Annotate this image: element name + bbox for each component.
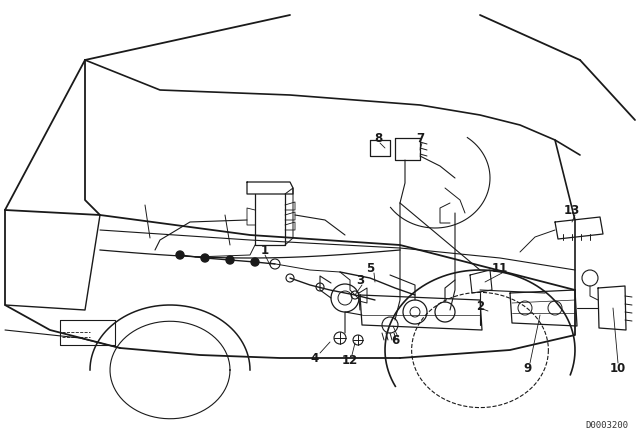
Circle shape	[226, 256, 234, 264]
Text: D0003200: D0003200	[585, 421, 628, 430]
Text: 10: 10	[610, 362, 626, 375]
Circle shape	[201, 254, 209, 262]
Text: 11: 11	[492, 262, 508, 275]
Text: 3: 3	[356, 273, 364, 287]
Text: 13: 13	[564, 203, 580, 216]
Text: 2: 2	[476, 301, 484, 314]
Text: 6: 6	[391, 333, 399, 346]
Text: 1: 1	[261, 244, 269, 257]
Circle shape	[251, 258, 259, 266]
Text: 7: 7	[416, 132, 424, 145]
Circle shape	[176, 251, 184, 259]
Text: 9: 9	[524, 362, 532, 375]
Text: 5: 5	[366, 262, 374, 275]
Text: 4: 4	[311, 352, 319, 365]
Text: 12: 12	[342, 353, 358, 366]
Text: 8: 8	[374, 132, 382, 145]
